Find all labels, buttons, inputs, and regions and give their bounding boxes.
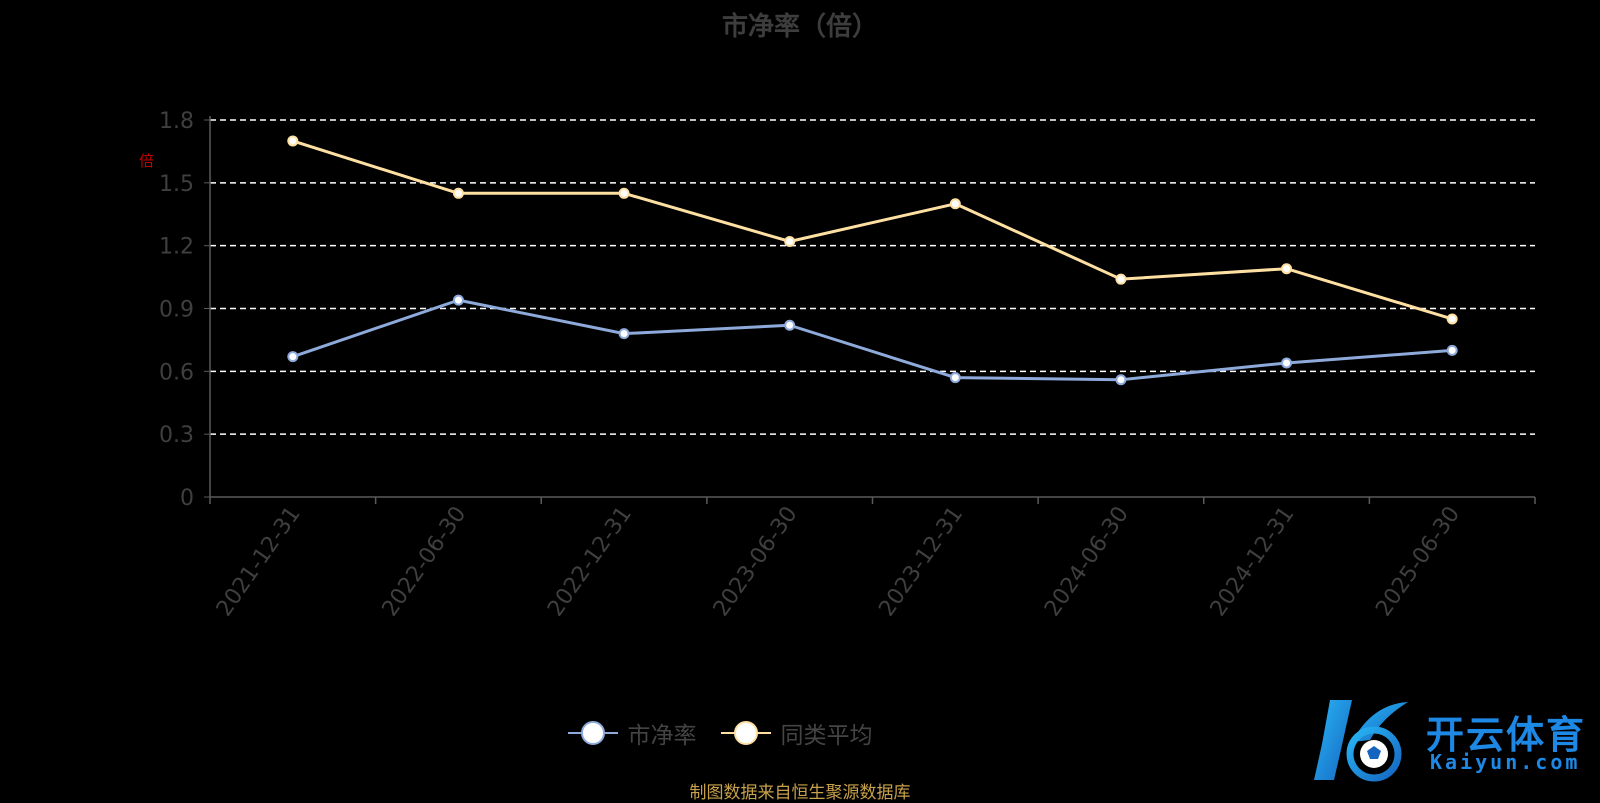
x-tick-label: 2021-12-31 [212, 502, 306, 621]
chart-title: 市净率（倍） [721, 12, 878, 42]
data-source-note: 制图数据来自恒生聚源数据库 [689, 783, 911, 803]
data-point-avg[interactable] [949, 198, 961, 210]
watermark-cn-text: 开云体育 [1426, 713, 1587, 757]
data-point-avg[interactable] [618, 187, 630, 199]
series-line-avg [292, 139, 1453, 321]
y-tick-label: 0.9 [159, 298, 194, 323]
data-point-pb[interactable] [1446, 344, 1458, 356]
x-tick-label: 2024-06-30 [1040, 502, 1134, 621]
series-layer [287, 135, 1458, 386]
legend: 市净率 同类平均 [0, 716, 1600, 750]
axes: 0 0.3 0.6 0.9 1.2 1.5 1.8 2021-12-31 2022-06-30 2… [159, 109, 1536, 621]
data-point-pb[interactable] [1281, 357, 1293, 369]
legend-marker-pb-icon [567, 721, 618, 745]
data-point-avg[interactable] [784, 235, 796, 247]
data-point-pb[interactable] [784, 319, 796, 331]
data-point-avg[interactable] [1281, 263, 1293, 275]
legend-label-avg: 同类平均 [780, 723, 873, 749]
data-point-avg[interactable] [1446, 313, 1458, 325]
data-point-pb[interactable] [287, 351, 299, 363]
x-tick-label: 2024-12-31 [1206, 502, 1300, 621]
data-point-pb[interactable] [618, 328, 630, 340]
y-axis-unit-label: 倍 [139, 152, 155, 170]
data-point-pb[interactable] [1115, 374, 1127, 386]
series-line-pb [292, 298, 1453, 382]
legend-item-pb[interactable]: 市净率 [567, 716, 697, 750]
data-point-pb[interactable] [452, 294, 464, 306]
data-point-avg[interactable] [1115, 273, 1127, 285]
y-tick-label: 1.2 [159, 235, 194, 260]
data-point-pb[interactable] [949, 372, 961, 384]
data-point-avg[interactable] [287, 135, 299, 147]
legend-item-avg[interactable]: 同类平均 [720, 716, 873, 750]
y-tick-label: 0.3 [159, 423, 194, 448]
y-tick-label: 1.8 [159, 109, 194, 134]
x-tick-label: 2025-06-30 [1371, 502, 1465, 621]
grid-lines [210, 119, 1535, 435]
legend-label-pb: 市净率 [627, 723, 697, 749]
x-tick-label: 2023-06-30 [709, 502, 803, 621]
x-tick-label: 2023-12-31 [874, 502, 968, 621]
y-tick-label: 0 [180, 486, 194, 511]
kaiyun-logo-icon [1314, 700, 1408, 782]
legend-marker-avg-icon [720, 721, 771, 745]
y-tick-label: 1.5 [159, 172, 194, 197]
watermark-logo: 开云体育 Kaiyun.com [1312, 694, 1592, 790]
data-point-avg[interactable] [452, 187, 464, 199]
watermark-en-text: Kaiyun.com [1430, 750, 1581, 774]
y-tick-label: 0.6 [159, 360, 194, 385]
x-tick-label: 2022-06-30 [378, 502, 472, 621]
x-tick-label: 2022-12-31 [543, 502, 637, 621]
